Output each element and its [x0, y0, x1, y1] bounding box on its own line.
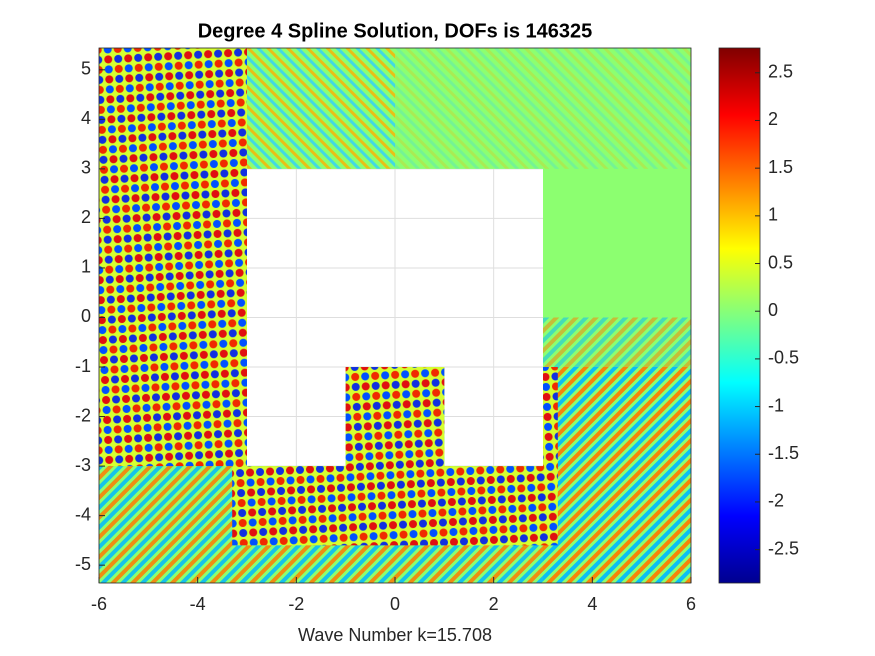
colorbar-tick-label: -2.5	[768, 538, 799, 558]
field-waves	[543, 317, 691, 583]
chart-title: Degree 4 Spline Solution, DOFs is 146325	[198, 20, 593, 42]
y-tick-label: -2	[75, 405, 91, 425]
field-waves	[395, 48, 691, 169]
colorbar-tick-label: 0.5	[768, 252, 793, 272]
colorbar-tick-label: 2.5	[768, 62, 793, 82]
colorbar-tick-label: -2	[768, 491, 784, 511]
x-tick-label: 2	[489, 594, 499, 614]
y-tick-label: -5	[75, 554, 91, 574]
field-image	[99, 48, 691, 583]
y-tick-label: 4	[81, 108, 91, 128]
x-tick-label: -2	[288, 594, 304, 614]
colorbar-tick-label: 2	[768, 109, 778, 129]
x-tick-label: 4	[587, 594, 597, 614]
colorbar-tick-label: -1	[768, 395, 784, 415]
colorbar-tick-label: 0	[768, 300, 778, 320]
y-tick-label: 2	[81, 207, 91, 227]
colorbar-tick-label: -1.5	[768, 443, 799, 463]
field-dots	[99, 48, 247, 467]
colorbar-tick-label: -0.5	[768, 348, 799, 368]
y-tick-label: -4	[75, 504, 91, 524]
colorbar-tick-label: 1	[768, 205, 778, 225]
y-tick-label: -1	[75, 356, 91, 376]
x-tick-label: 0	[390, 594, 400, 614]
colorbar	[718, 47, 761, 584]
x-tick-label: -4	[190, 594, 206, 614]
x-axis-label: Wave Number k=15.708	[298, 625, 492, 645]
y-tick-label: 3	[81, 158, 91, 178]
colorbar-tick-label: 1.5	[768, 157, 793, 177]
y-tick-label: -3	[75, 455, 91, 475]
y-tick-label: 5	[81, 59, 91, 79]
x-tick-label: -6	[91, 594, 107, 614]
x-tick-label: 6	[686, 594, 696, 614]
y-tick-label: 1	[81, 257, 91, 277]
y-tick-label: 0	[81, 306, 91, 326]
